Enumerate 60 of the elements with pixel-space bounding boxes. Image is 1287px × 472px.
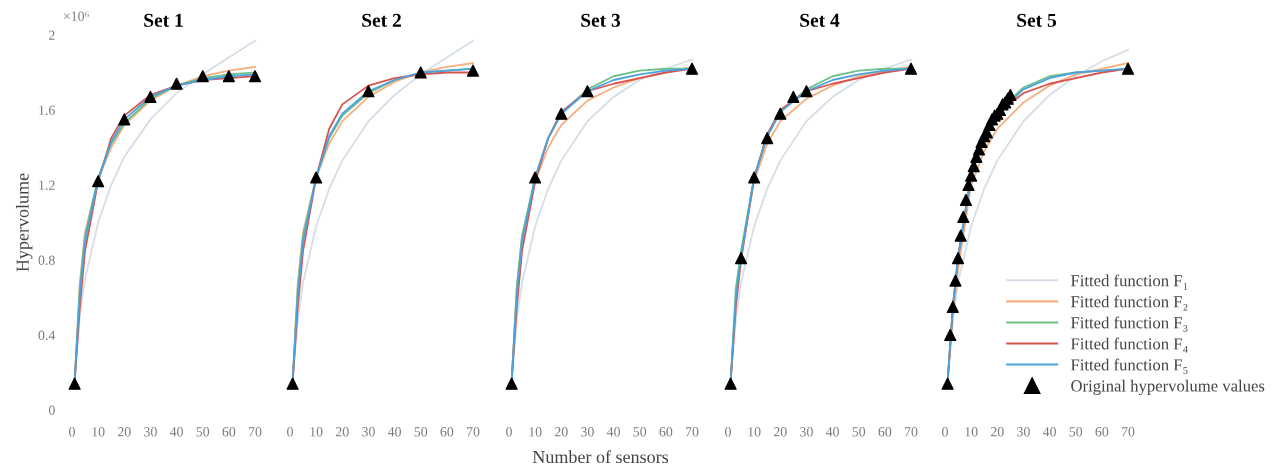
x-tick-label: 10 (748, 427, 761, 437)
x-tick-label: 60 (222, 427, 236, 437)
x-tick-label: 0 (287, 427, 293, 437)
x-tick-label: 0 (725, 427, 731, 437)
x-tick-label: 50 (196, 427, 210, 437)
x-tick-label: 70 (904, 427, 918, 437)
x-tick-label: 60 (1095, 427, 1109, 437)
x-tick-label: 10 (965, 427, 978, 437)
x-tick-label: 50 (633, 427, 647, 437)
text: ×10⁶ (63, 11, 89, 21)
x-tick-label: 40 (387, 427, 401, 437)
x-tick-label: 10 (529, 427, 542, 437)
x-tick-label: 50 (1069, 427, 1083, 437)
x-tick-label: 60 (659, 427, 673, 437)
y-tick-label: 0.4 (38, 330, 56, 341)
chart-title: Set 5 (1017, 13, 1057, 27)
x-tick-label: 20 (117, 427, 131, 437)
x-tick-label: 20 (335, 427, 349, 437)
x-tick-label: 60 (440, 427, 454, 437)
y-axis-title: Hypervolume (15, 173, 33, 272)
legend-label: Fitted function F₃ (1070, 316, 1188, 332)
x-tick-label: 30 (581, 427, 594, 437)
legend-label: Fitted function F₁ (1070, 274, 1188, 290)
y-tick-label: 0.8 (38, 255, 55, 266)
y-tick-label: 1.6 (39, 105, 55, 116)
x-tick-label: 40 (606, 427, 620, 437)
legend-label: Fitted function F₄ (1070, 337, 1188, 353)
x-tick-label: 70 (1121, 427, 1135, 437)
y-tick-label: 0 (48, 405, 55, 415)
legend-label: Original hypervolume values (1071, 379, 1265, 395)
x-tick-label: 0 (942, 427, 948, 437)
x-tick-label: 30 (800, 427, 813, 437)
legend-label: Fitted function F₅ (1070, 358, 1188, 374)
x-tick-label: 0 (69, 427, 75, 437)
x-tick-label: 40 (1042, 427, 1056, 437)
x-tick-label: 30 (144, 427, 157, 437)
x-tick-label: 50 (414, 427, 428, 437)
x-tick-label: 10 (310, 427, 323, 437)
y-tick-label: 2 (49, 30, 55, 40)
chart-title: Set 2 (362, 13, 401, 27)
x-tick-label: 70 (685, 427, 699, 437)
x-tick-label: 20 (554, 427, 568, 437)
x-axis-title: Number of sensors (532, 450, 669, 464)
x-tick-label: 60 (878, 427, 892, 437)
x-tick-label: 20 (990, 427, 1004, 437)
x-tick-label: 30 (362, 427, 375, 437)
x-tick-label: 10 (92, 427, 105, 437)
legend-label: Fitted function F₂ (1070, 295, 1188, 311)
x-tick-label: 70 (248, 427, 262, 437)
x-tick-label: 20 (773, 427, 787, 437)
x-tick-label: 30 (1017, 427, 1030, 437)
chart-title: Set 1 (144, 13, 183, 27)
y-tick-label: 1.2 (39, 180, 55, 191)
x-tick-label: 70 (466, 427, 480, 437)
x-tick-label: 0 (506, 427, 512, 437)
x-tick-label: 40 (825, 427, 839, 437)
x-tick-label: 50 (852, 427, 866, 437)
chart-title: Set 4 (800, 13, 840, 27)
chart-title: Set 3 (581, 13, 621, 27)
x-tick-label: 40 (169, 427, 183, 437)
